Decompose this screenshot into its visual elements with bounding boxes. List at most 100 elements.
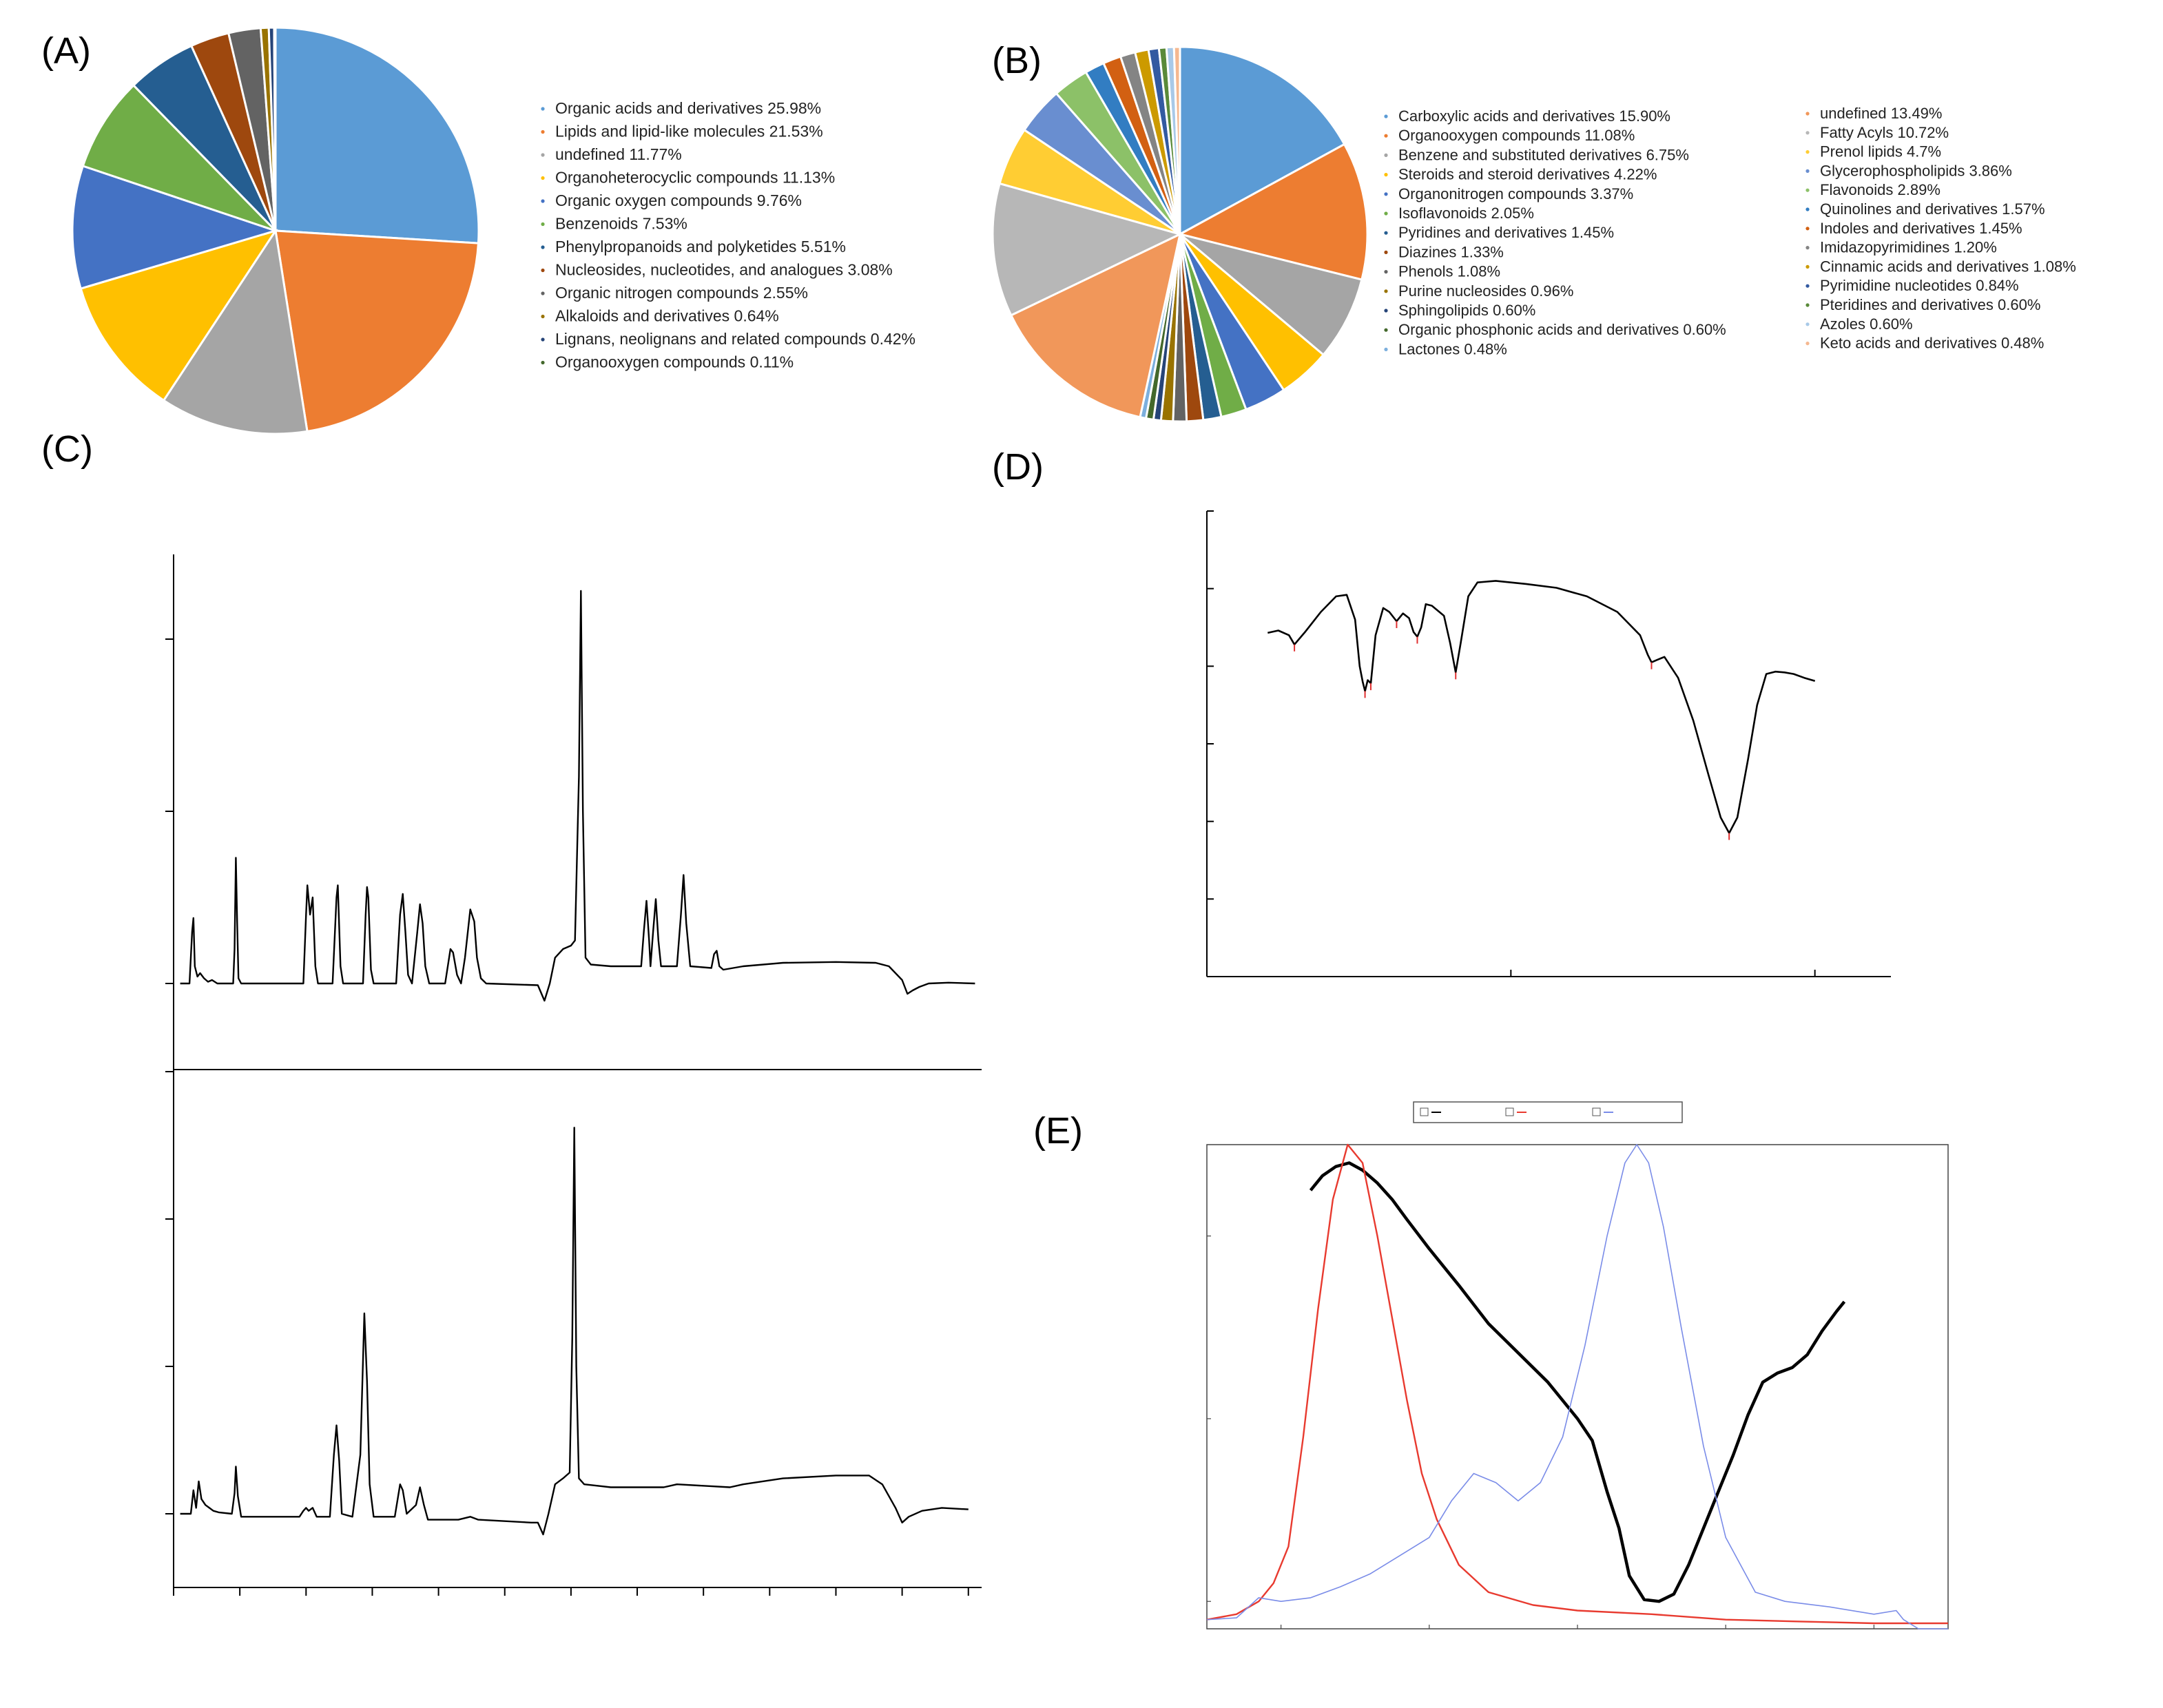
legend-entry-label: undefined (1820, 105, 1887, 122)
legend-entry: Cinnamic acids and derivatives 1.08% (1820, 258, 2076, 275)
legend-marker (541, 199, 545, 203)
legend-entry-label: Pyrimidine nucleotides (1820, 277, 1971, 294)
legend-entry-label: Isoflavonoids (1398, 205, 1487, 222)
legend-entry-percent: 21.53% (765, 123, 822, 140)
legend-entry: Fatty Acyls 10.72% (1820, 124, 1949, 141)
legend-marker (1805, 303, 1810, 307)
series-line (1309, 1161, 1846, 1603)
legend-entry-percent: 10.72% (1893, 124, 1949, 141)
legend-marker (1384, 231, 1388, 235)
legend-marker (1805, 322, 1810, 326)
legend-entry-percent: 0.96% (1526, 282, 1574, 300)
legend-marker (1384, 328, 1388, 332)
legend-entry: Alkaloids and derivatives 0.64% (555, 307, 779, 325)
legend-entry-label: Nucleosides, nucleotides, and analogues (555, 261, 843, 279)
legend-entry-label: Benzenoids (555, 215, 638, 233)
legend-entry: Diazines 1.33% (1398, 243, 1504, 260)
legend-entry: Benzene and substituted derivatives 6.75… (1398, 146, 1689, 163)
legend-marker (1384, 211, 1388, 216)
legend-entry-percent: 11.77% (625, 145, 682, 163)
legend-entry: Pyridines and derivatives 1.45% (1398, 224, 1614, 241)
legend-entry: Benzenoids 7.53% (555, 215, 687, 233)
legend-entry-percent: 0.84% (1971, 277, 2019, 294)
legend-entry: Isoflavonoids 2.05% (1398, 205, 1534, 222)
legend-entry: Organic acids and derivatives 25.98% (555, 99, 821, 117)
legend-marker (1384, 270, 1388, 274)
panel-label-a: (A) (41, 30, 91, 72)
legend-entry-percent: 9.76% (752, 191, 802, 209)
panel-label-b: (B) (992, 40, 1042, 81)
legend-marker (541, 129, 545, 134)
legend-marker (1805, 169, 1810, 173)
legend-entry-label: Imidazopyrimidines (1820, 239, 1949, 256)
legend-entry: Lignans, neolignans and related compound… (555, 330, 915, 348)
ftir-spectrum-chart (1206, 510, 1891, 977)
legend-entry-percent: 13.49% (1887, 105, 1943, 122)
legend-entry-label: Phenols (1398, 263, 1453, 280)
pie-slice (79, 229, 278, 402)
legend-marker (1805, 246, 1810, 250)
molar-mass-chart (1206, 1101, 1949, 1629)
legend-entry: Prenol lipids 4.7% (1820, 143, 1941, 160)
legend-checkbox (1592, 1107, 1601, 1116)
legend-entry-label: Organic phosphonic acids and derivatives (1398, 321, 1679, 338)
legend-entry-percent: 2.89% (1893, 181, 1941, 198)
pie-slice (1172, 45, 1181, 235)
spectrum-line (1267, 580, 1816, 834)
legend-marker (1805, 112, 1810, 116)
legend-entry-percent: 3.37% (1586, 185, 1634, 202)
legend-entry-percent: 15.90% (1615, 107, 1670, 125)
legend-entry-label: Alkaloids and derivatives (555, 307, 729, 325)
legend-marker (1384, 309, 1388, 313)
legend-entry-label: Quinolines and derivatives (1820, 200, 1998, 218)
legend-entry-label: Organonitrogen compounds (1398, 185, 1586, 202)
legend-marker (541, 107, 545, 111)
legend-marker (541, 291, 545, 295)
legend-entry-label: Benzene and substituted derivatives (1398, 146, 1642, 163)
legend-marker (541, 176, 545, 180)
legend-marker (1805, 284, 1810, 288)
legend-marker (541, 268, 545, 273)
legend-entry-percent: 0.60% (1865, 315, 1913, 333)
legend-entry-label: Organooxygen compounds (555, 353, 745, 371)
legend-entry-label: Organooxygen compounds (1398, 127, 1580, 144)
legend-marker (541, 314, 545, 319)
pie-slice (81, 83, 277, 232)
legend-entry: Pyrimidine nucleotides 0.84% (1820, 277, 2019, 294)
legend-marker (1384, 114, 1388, 118)
legend-entry-label: Azoles (1820, 315, 1865, 333)
legend-marker (541, 222, 545, 227)
legend-entry-percent: 1.45% (1975, 220, 2022, 237)
legend-marker (1805, 342, 1810, 346)
legend-entry-percent: 1.20% (1949, 239, 1997, 256)
legend-marker (1384, 250, 1388, 254)
legend-marker (541, 360, 545, 365)
plot-frame (1206, 1144, 1949, 1629)
legend-entry: Glycerophospholipids 3.86% (1820, 162, 2012, 179)
legend-entry: Organic phosphonic acids and derivatives… (1398, 321, 1726, 338)
legend-marker (541, 153, 545, 157)
legend-entry-label: Lactones (1398, 340, 1460, 357)
legend-entry-label: Prenol lipids (1820, 143, 1903, 160)
legend-marker (1384, 134, 1388, 138)
legend-entry-percent: 1.08% (2029, 258, 2076, 275)
chromatogram-line (180, 1127, 969, 1536)
legend-entry-percent: 25.98% (763, 99, 821, 117)
legend-entry: Keto acids and derivatives 0.48% (1820, 335, 2044, 352)
legend-entry-percent: 0.60% (1489, 302, 1536, 319)
legend-entry-percent: 2.55% (758, 284, 808, 302)
legend-entry: Imidazopyrimidines 1.20% (1820, 239, 1997, 256)
legend-entry: Organooxygen compounds 0.11% (555, 353, 794, 371)
legend-marker (1384, 153, 1388, 157)
legend-entry-percent: 4.22% (1610, 166, 1657, 183)
legend-entry-percent: 2.05% (1487, 205, 1534, 222)
legend-superclass: Organic acids and derivatives 25.98% Lipi… (541, 99, 915, 371)
pie-slice (1179, 233, 1363, 357)
legend-entry: Organoheterocyclic compounds 11.13% (555, 169, 835, 187)
legend-entry: Organooxygen compounds 11.08% (1398, 127, 1635, 144)
legend-entry-label: Organic nitrogen compounds (555, 284, 758, 302)
pie-slice (71, 165, 279, 290)
legend-entry: Flavonoids 2.89% (1820, 181, 1941, 198)
legend-marker (541, 245, 545, 249)
